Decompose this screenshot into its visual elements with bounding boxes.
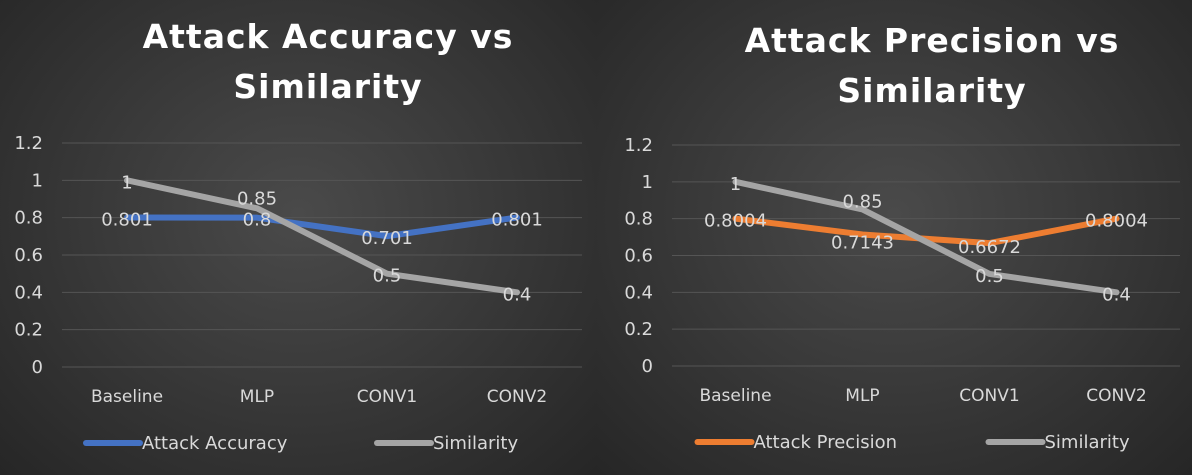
data-label: 0.4: [503, 284, 532, 305]
data-label: 0.4: [1102, 284, 1131, 305]
y-tick-label: 1: [642, 172, 653, 193]
x-tick-label: CONV2: [487, 387, 547, 407]
y-tick-label: 0: [32, 357, 43, 378]
data-label: 0.7143: [831, 232, 894, 253]
chart-title-line: Attack Accuracy vs: [143, 17, 514, 56]
chart-svg-accuracy: Attack Accuracy vs Similarity 0 0.2 0.4 0.6 0.…: [14, 17, 582, 454]
data-label: 0.85: [842, 191, 882, 212]
series-line: [732, 178, 1120, 296]
y-tick-label: 0: [642, 356, 653, 377]
data-label: 0.701: [361, 228, 413, 249]
data-label: 0.8004: [704, 211, 767, 232]
y-tick-label: 0.8: [624, 209, 653, 230]
legend-label: Attack Accuracy: [142, 433, 288, 454]
y-tick-label: 0.2: [14, 320, 43, 341]
chart-title-line: Similarity: [837, 71, 1026, 110]
data-label: 1: [121, 172, 132, 193]
y-tick-label: 0.4: [624, 282, 653, 303]
data-label: 1: [730, 174, 741, 195]
y-tick-label: 0.6: [14, 245, 43, 266]
x-tick-label: CONV1: [959, 386, 1019, 406]
data-label: 0.8: [243, 210, 272, 231]
data-label: 0.8004: [1085, 211, 1148, 232]
legend-label: Attack Precision: [754, 432, 898, 453]
y-tick-label: 0.2: [624, 319, 653, 340]
chart-svg-precision: Attack Precision vs Similarity 0 0.2 0.4 0.6 0…: [624, 21, 1180, 453]
series-line: [124, 177, 520, 296]
y-tick-label: 0.4: [14, 282, 43, 303]
data-label: 0.801: [101, 209, 153, 230]
chart-title-line: Attack Precision vs: [745, 21, 1120, 60]
legend-label: Similarity: [1045, 432, 1130, 453]
x-tick-label: MLP: [240, 387, 274, 407]
data-label: 0.6672: [958, 237, 1021, 258]
y-tick-label: 1.2: [624, 135, 653, 156]
chart-attack-accuracy: Attack Accuracy vs Similarity 0 0.2 0.4 0.6 0.…: [0, 0, 596, 475]
data-label: 0.5: [975, 266, 1004, 287]
y-tick-label: 1.2: [14, 133, 43, 154]
x-tick-label: Baseline: [91, 387, 163, 407]
series-line: [124, 214, 520, 240]
x-tick-label: CONV1: [357, 387, 417, 407]
data-label: 0.85: [237, 188, 277, 209]
y-tick-label: 0.8: [14, 208, 43, 229]
x-tick-label: MLP: [845, 386, 879, 406]
legend-label: Similarity: [433, 433, 518, 454]
chart-title-line: Similarity: [233, 67, 422, 106]
data-label: 0.801: [491, 209, 543, 230]
x-tick-label: CONV2: [1086, 386, 1146, 406]
y-tick-label: 0.6: [624, 246, 653, 267]
chart-attack-precision: Attack Precision vs Similarity 0 0.2 0.4 0.6 0…: [596, 0, 1192, 475]
y-tick-label: 1: [32, 170, 43, 191]
data-label: 0.5: [373, 266, 402, 287]
x-tick-label: Baseline: [699, 386, 771, 406]
